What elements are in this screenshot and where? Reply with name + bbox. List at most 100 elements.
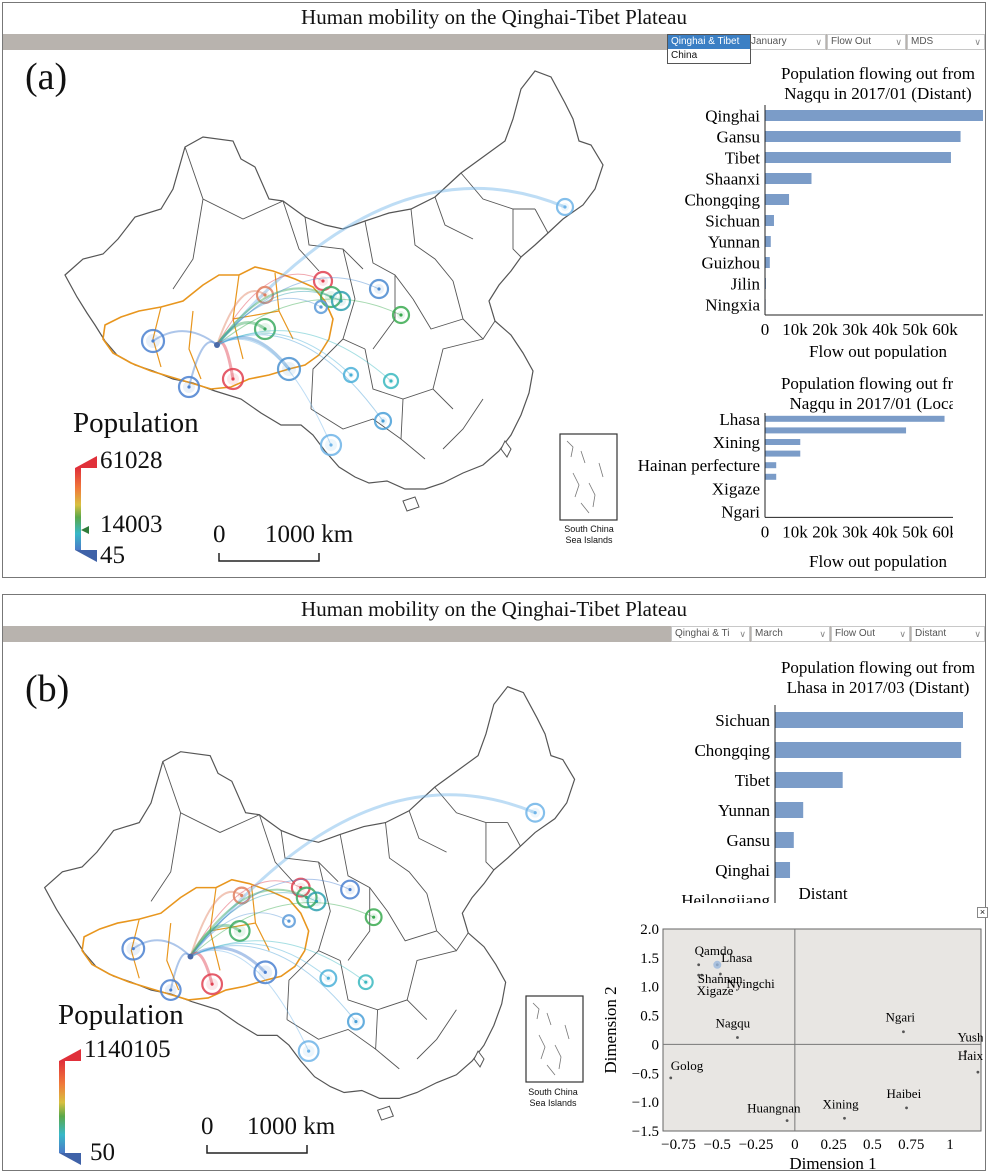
inset-label: South China Sea Islands: [564, 524, 614, 545]
destination-dot: [321, 279, 325, 283]
prefecture-border: [232, 310, 280, 320]
mds-point: [718, 972, 722, 976]
bar-label: Sichuan: [705, 212, 760, 231]
south-china-sea-inset: [525, 995, 584, 1083]
destination-dot: [399, 313, 403, 317]
flow-line: [216, 297, 322, 346]
bar: [765, 450, 801, 457]
province-border: [375, 1009, 400, 1070]
mds-point-label: Haixi: [958, 1048, 983, 1063]
china-map[interactable]: [33, 655, 633, 1175]
direction-select[interactable]: Flow Out ∨: [831, 626, 910, 642]
bar-label: Chongqing: [694, 741, 770, 760]
province-border: [426, 893, 469, 952]
destination-marker: [313, 299, 329, 315]
flow-line: [189, 890, 243, 957]
china-map[interactable]: [43, 49, 663, 579]
month-select[interactable]: January ∨: [747, 34, 826, 50]
bar-label: Shaanxi: [705, 170, 760, 189]
flow-line: [216, 290, 266, 346]
bar: [765, 110, 983, 121]
bar-label: Lhasa: [719, 410, 760, 429]
region-dropdown[interactable]: Qinghai & Tibet China: [667, 34, 751, 64]
dropdown-option-qinghai-tibet[interactable]: Qinghai & Tibet: [668, 35, 750, 49]
legend-colorbar: [59, 1049, 81, 1165]
province-border: [512, 209, 522, 258]
layout-select[interactable]: Distant ∨: [911, 626, 985, 642]
region-select[interactable]: Qinghai & Ti ∨: [671, 626, 750, 642]
province-border: [339, 834, 388, 912]
bar-label: Heilongjiang: [681, 891, 770, 903]
x-tick-label: 1: [946, 1137, 954, 1153]
destination-dot: [381, 419, 385, 423]
destination-marker: [253, 317, 277, 341]
close-icon[interactable]: ×: [977, 907, 988, 918]
bar: [765, 131, 961, 142]
legend-colorbar: [75, 456, 97, 562]
chart-title: Nagqu in 2017/01 (Local): [789, 394, 953, 413]
x-tick-label: 0.25: [821, 1137, 847, 1153]
destination-marker: [306, 891, 327, 912]
legend-max: 61028: [100, 447, 163, 474]
destination-dot: [263, 970, 267, 974]
mds-scatter-plot[interactable]: −0.75 −0.5 −0.25 0 0.25 0.5 0.75 1 2.0 1.5 1.0 0.5 0…: [603, 915, 983, 1171]
flow-line: [216, 298, 402, 346]
province-border: [485, 822, 495, 871]
hainan-outline: [402, 496, 420, 512]
y-tick-label: −1.5: [632, 1124, 659, 1140]
app-title: Human mobility on the Qinghai-Tibet Plat…: [301, 597, 687, 621]
province-border: [150, 812, 182, 902]
destination-dot: [349, 373, 353, 377]
bar-label: Jilin: [731, 275, 761, 294]
bar-label: Yunnan: [708, 233, 760, 252]
china-outline: [43, 685, 576, 1099]
province-border: [364, 220, 414, 300]
flow-line: [216, 332, 352, 376]
bar: [775, 712, 963, 728]
destination-marker: [255, 285, 275, 305]
mds-point: [902, 1030, 905, 1034]
province-border: [172, 198, 204, 290]
mds-point: [905, 1106, 908, 1110]
x-tick-label: 0: [791, 1137, 799, 1153]
mds-point-label: Xining: [822, 1096, 859, 1111]
layout-select[interactable]: MDS ∨: [907, 34, 985, 50]
destination-dot: [314, 899, 319, 903]
legend-title: Population: [58, 999, 184, 1031]
panel-b: Human mobility on the Qinghai-Tibet Plat…: [2, 594, 988, 1171]
legend-max: 1140105: [84, 1036, 171, 1063]
province-border: [410, 208, 454, 282]
legend-title: Population: [73, 407, 199, 439]
month-select[interactable]: March ∨: [751, 626, 830, 642]
x-tick-label: −0.75: [661, 1137, 696, 1153]
bar-label: Xining: [713, 433, 761, 452]
tick-label: 40k: [872, 522, 898, 541]
direction-select[interactable]: Flow Out ∨: [827, 34, 906, 50]
y-axis-label: Dimension 2: [603, 986, 620, 1073]
province-border: [304, 216, 364, 270]
chevron-down-icon: ∨: [895, 37, 902, 47]
destination-marker: [221, 367, 245, 391]
province-border: [434, 196, 474, 240]
toolbar: January ∨ Flow Out ∨ MDS ∨: [3, 34, 985, 50]
tick-label: 60k: [932, 320, 958, 339]
destination-marker: [159, 979, 182, 1001]
origin-marker: [214, 342, 220, 348]
province-border: [280, 830, 339, 883]
chart-title: Population flowing out from: [781, 658, 975, 677]
flow-line: [216, 287, 332, 346]
tick-label: 50k: [902, 320, 928, 339]
tick-label: 50k: [902, 522, 928, 541]
mds-highlight: [713, 960, 722, 969]
destination-marker: [295, 886, 318, 909]
legend-min: 45: [100, 542, 125, 569]
flow-line: [216, 273, 324, 346]
mds-point: [736, 1036, 739, 1039]
destination-dot: [307, 1049, 311, 1053]
tick-label: 30k: [842, 320, 868, 339]
dropdown-option-china[interactable]: China: [671, 50, 698, 61]
destination-marker: [281, 914, 296, 929]
